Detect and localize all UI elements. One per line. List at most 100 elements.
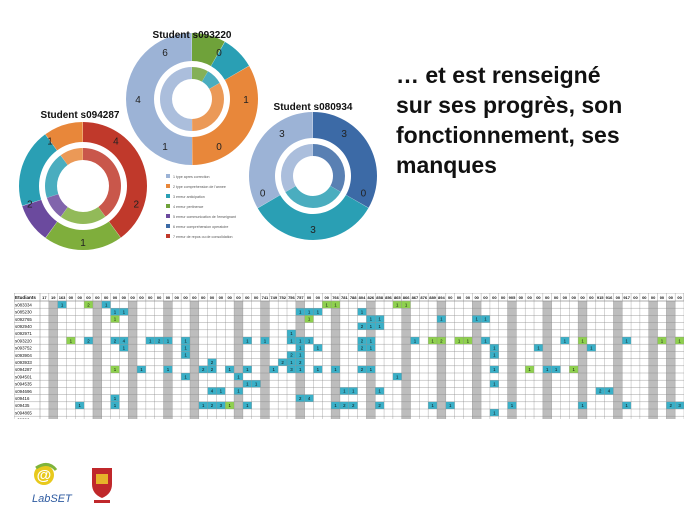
table-cell-filled — [198, 401, 208, 409]
table-cell-filled — [366, 337, 376, 345]
donut-slice — [192, 33, 225, 66]
table-cell-value: 4 — [211, 389, 214, 394]
header-cell: 00 — [492, 295, 497, 300]
table-cell-value: 1 — [528, 367, 531, 372]
table-cell-value: 1 — [78, 403, 81, 408]
header-cell: 889 — [429, 295, 436, 300]
header-cell: 00 — [69, 295, 74, 300]
table-cell-value: 1 — [564, 338, 567, 343]
table-cell-filled — [110, 394, 120, 402]
table-cell-value: 3 — [220, 403, 223, 408]
donut-charts: Student s094287 4 2 1 2 1 Student s093220 0 1 0 1 4… — [19, 30, 378, 250]
donut-slice — [126, 33, 192, 166]
table-cell-filled — [357, 308, 367, 316]
header-cell: 00 — [633, 295, 638, 300]
table-cell-filled — [428, 401, 437, 409]
table-cell-value: 2 — [378, 403, 381, 408]
table-cell-filled — [357, 337, 367, 345]
donut-chart: Student s080934 3 0 3 0 3 — [249, 102, 378, 241]
heading-line: … et est renseigné — [396, 62, 601, 88]
table-cell-value: 1 — [184, 353, 187, 358]
table-cell-value: 2 — [361, 367, 364, 372]
table-cell-value: 1 — [264, 338, 267, 343]
table-cell-filled — [295, 358, 305, 366]
table-row-label: s093220 — [15, 338, 32, 343]
gray-column — [613, 301, 623, 419]
donut-inner-slice — [313, 144, 345, 192]
table-cell-filled — [304, 308, 314, 316]
table-cell-filled — [578, 401, 587, 409]
table-cell-value: 1 — [678, 338, 681, 343]
header-cell: 00 — [192, 295, 197, 300]
table-cell-filled — [436, 337, 446, 345]
chart-title: Student s094287 — [41, 110, 120, 121]
donut-inner-slice — [60, 148, 83, 165]
table-cell-filled — [428, 337, 437, 345]
table-cell-filled — [454, 337, 464, 345]
header-cell: 00 — [677, 295, 682, 300]
table-cell-value: 1 — [308, 338, 311, 343]
header-cell: 00 — [86, 295, 91, 300]
header-cell: 00 — [519, 295, 524, 300]
table-cell-filled — [287, 329, 296, 337]
legend-item: 7 erreur de repos ou de consolidation — [173, 235, 233, 239]
table-cell-filled — [57, 301, 67, 309]
table-cell-filled — [295, 351, 305, 359]
table-row-label: s094696 — [15, 389, 32, 394]
header-cell: 00 — [130, 295, 135, 300]
table-cell-filled — [207, 387, 217, 395]
slice-label: 0 — [260, 188, 266, 199]
table-row-label: s094865 — [15, 410, 32, 415]
table-cell-value: 1 — [449, 403, 452, 408]
table-cell-filled — [366, 344, 376, 352]
table-cell-value: 1 — [370, 338, 373, 343]
gray-column — [260, 301, 270, 419]
table-cell-value: 1 — [123, 310, 126, 315]
table-cell-filled — [181, 337, 190, 345]
table-cell-filled — [313, 308, 323, 316]
table-cell-filled — [666, 401, 676, 409]
table-cell-value: 1 — [140, 367, 143, 372]
table-cell-value: 1 — [493, 353, 496, 358]
table-cell-value: 1 — [317, 310, 320, 315]
table-cell-filled — [242, 337, 252, 345]
table-cell-filled — [269, 365, 279, 373]
table-cell-filled — [251, 380, 261, 388]
table-cell-value: 1 — [299, 367, 302, 372]
header-cell: 749 — [270, 295, 277, 300]
header-cell: 00 — [307, 295, 312, 300]
table-cell-value: 1 — [255, 382, 258, 387]
header-cell: 00 — [563, 295, 568, 300]
table-cell-value: 2 — [599, 389, 602, 394]
table-cell-filled — [436, 315, 446, 323]
table-cell-filled — [207, 365, 217, 373]
table-cell-filled — [207, 358, 217, 366]
header-cell: 00 — [669, 295, 674, 300]
donut-inner-slice — [60, 207, 106, 225]
table-cell-value: 1 — [299, 310, 302, 315]
table-cell-value: 1 — [467, 338, 470, 343]
table-cell-value: 1 — [273, 367, 276, 372]
table-cell-value: 1 — [396, 302, 399, 307]
table-cell-value: 1 — [555, 367, 558, 372]
header-cell: 00 — [77, 295, 82, 300]
gray-column — [366, 301, 376, 419]
table-row-label: s094535 — [15, 382, 32, 387]
table-cell-filled — [287, 358, 296, 366]
chart-title: Student s080934 — [274, 102, 353, 113]
table-cell-filled — [295, 394, 305, 402]
gray-column — [666, 301, 676, 419]
table-cell-value: 1 — [625, 338, 628, 343]
table-cell-value: 1 — [590, 346, 593, 351]
table-cell-value: 2 — [670, 403, 673, 408]
table-cell-filled — [551, 365, 561, 373]
header-cell: 00 — [580, 295, 585, 300]
table-cell-filled — [181, 373, 190, 381]
gray-column — [234, 301, 243, 419]
donut-inner-slice — [202, 71, 220, 89]
table-cell-filled — [145, 337, 155, 345]
header-cell: 865 — [394, 295, 401, 300]
slice-label: 1 — [162, 142, 168, 153]
table-cell-filled — [287, 337, 296, 345]
logo-area: @ LabSET — [32, 463, 112, 505]
